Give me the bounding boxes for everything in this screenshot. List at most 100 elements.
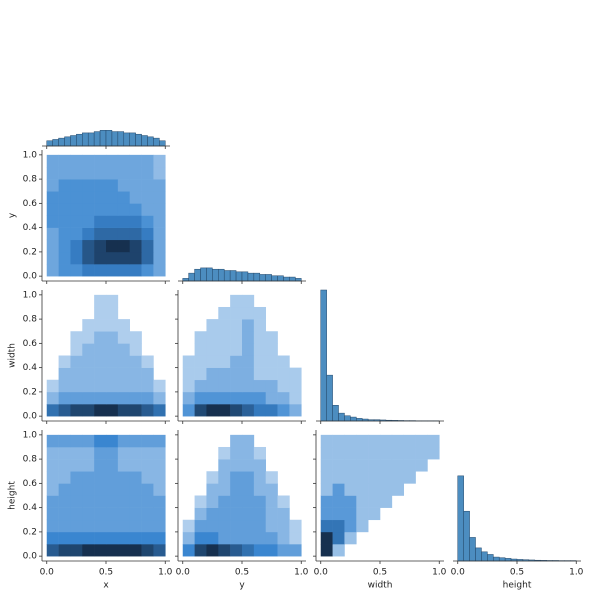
hist2d-cell bbox=[332, 459, 345, 472]
hist2d-cell bbox=[332, 446, 345, 460]
hist2d-cell bbox=[194, 404, 207, 417]
hist2d-cell bbox=[289, 531, 302, 545]
hist2d-cell bbox=[129, 343, 142, 356]
hist-bar bbox=[105, 130, 113, 147]
hist2d-cell bbox=[106, 264, 119, 277]
y-tick-label: 0.0 bbox=[23, 412, 38, 422]
hist2d-cell bbox=[106, 179, 119, 192]
hist-bar bbox=[82, 132, 89, 147]
hist2d-cell bbox=[230, 459, 243, 472]
hist2d-cell bbox=[117, 507, 131, 521]
hist2d-cell bbox=[46, 531, 59, 545]
hist2d-cell bbox=[153, 179, 166, 192]
hist2d-cell bbox=[82, 215, 95, 228]
hist2d-cell bbox=[46, 264, 59, 277]
hist2d-cell bbox=[182, 379, 195, 393]
hist2d-cell bbox=[230, 495, 243, 508]
hist2d-cell bbox=[277, 519, 290, 533]
hist2d-cell bbox=[344, 495, 357, 508]
hist2d-cell bbox=[141, 459, 154, 472]
hist2d-cell bbox=[242, 495, 255, 508]
hist2d-cell bbox=[129, 191, 142, 204]
hist2d-cell bbox=[70, 391, 83, 405]
hist2d-cell bbox=[106, 446, 119, 460]
hist2d-cell bbox=[94, 507, 107, 521]
hist2d-cell bbox=[106, 391, 119, 405]
hist2d-cell bbox=[344, 434, 357, 448]
hist2d-cell bbox=[106, 495, 119, 508]
hist2d-cell bbox=[141, 191, 154, 204]
hist2d-cell bbox=[58, 191, 71, 204]
x-tick-label: 0.5 bbox=[99, 568, 113, 578]
hist2d-cell bbox=[153, 404, 166, 417]
x-tick-label: 0.0 bbox=[314, 568, 329, 578]
hist2d-cell bbox=[94, 251, 107, 265]
hist2d-cell bbox=[106, 331, 119, 344]
hist2d-cell bbox=[253, 331, 267, 344]
hist2d-cell bbox=[70, 355, 83, 368]
hist2d-cell bbox=[242, 331, 255, 344]
hist2d-cell bbox=[356, 483, 369, 496]
hist2d-cell bbox=[106, 531, 119, 545]
hist2d-cell bbox=[94, 179, 107, 192]
hist2d-cell bbox=[58, 367, 71, 381]
hist2d-cell bbox=[265, 367, 278, 381]
hist-bar bbox=[241, 271, 249, 282]
hist2d-cell bbox=[277, 379, 290, 393]
y-tick-label: 0.2 bbox=[23, 527, 37, 537]
hist2d-cell bbox=[320, 519, 333, 533]
hist2d-cell bbox=[58, 446, 71, 460]
y-tick-label: 0.4 bbox=[23, 223, 38, 233]
hist2d-cell bbox=[58, 379, 71, 393]
y-tick-label: 0.2 bbox=[23, 387, 37, 397]
hist2d-cell bbox=[153, 251, 166, 265]
hist2d-cell bbox=[344, 471, 357, 484]
hist2d-cell bbox=[153, 459, 166, 472]
hist2d-cell bbox=[141, 179, 154, 192]
hist-bar bbox=[457, 475, 464, 562]
hist2d-cell bbox=[46, 227, 59, 241]
y-tick-label: 0.0 bbox=[23, 552, 38, 562]
hist2d-cell bbox=[194, 379, 207, 393]
hist2d-cell bbox=[253, 471, 267, 484]
hist2d-cell bbox=[141, 367, 154, 381]
hist2d-cell bbox=[70, 495, 83, 508]
hist2d-cell bbox=[58, 531, 71, 545]
hist2d-cell bbox=[253, 519, 267, 533]
hist2d-cell bbox=[277, 391, 290, 405]
hist2d-cell bbox=[82, 507, 95, 521]
hist2d-cell bbox=[94, 471, 107, 484]
hist2d-cell bbox=[265, 355, 278, 368]
hist2d-cell bbox=[218, 531, 231, 545]
hist2d-cell bbox=[46, 471, 59, 484]
hist2d-cell bbox=[129, 404, 142, 417]
hist2d-cell bbox=[265, 379, 278, 393]
hist2d-cell bbox=[82, 404, 95, 417]
hist2d-cell bbox=[344, 531, 357, 545]
hist2d-cell bbox=[129, 203, 142, 216]
hist2d-cell bbox=[141, 519, 154, 533]
hist2d-cell bbox=[46, 459, 59, 472]
hist2d-cell bbox=[70, 471, 83, 484]
hist2d-cell bbox=[194, 495, 207, 508]
x-tick-label: 0.5 bbox=[510, 568, 524, 578]
hist2d-cell bbox=[230, 519, 243, 533]
x-tick-label: 0.0 bbox=[40, 568, 55, 578]
hist2d-cell bbox=[94, 166, 107, 180]
hist-bar bbox=[200, 267, 207, 282]
hist2d-cell bbox=[82, 483, 95, 496]
hist2d-cell bbox=[153, 154, 166, 168]
hist2d-cell bbox=[58, 459, 71, 472]
hist2d-cell bbox=[153, 239, 166, 253]
hist2d-cell bbox=[70, 459, 83, 472]
hist2d-cell bbox=[218, 471, 231, 484]
hist2d-cell bbox=[129, 483, 142, 496]
hist2d-cell bbox=[82, 379, 95, 393]
hist2d-cell bbox=[153, 166, 166, 180]
hist-bar bbox=[223, 270, 231, 282]
hist2d-cell bbox=[380, 483, 393, 496]
hist2d-cell bbox=[46, 507, 59, 521]
hist2d-cell bbox=[153, 203, 166, 216]
hist2d-cell bbox=[129, 471, 142, 484]
hist2d-cell bbox=[206, 355, 219, 368]
